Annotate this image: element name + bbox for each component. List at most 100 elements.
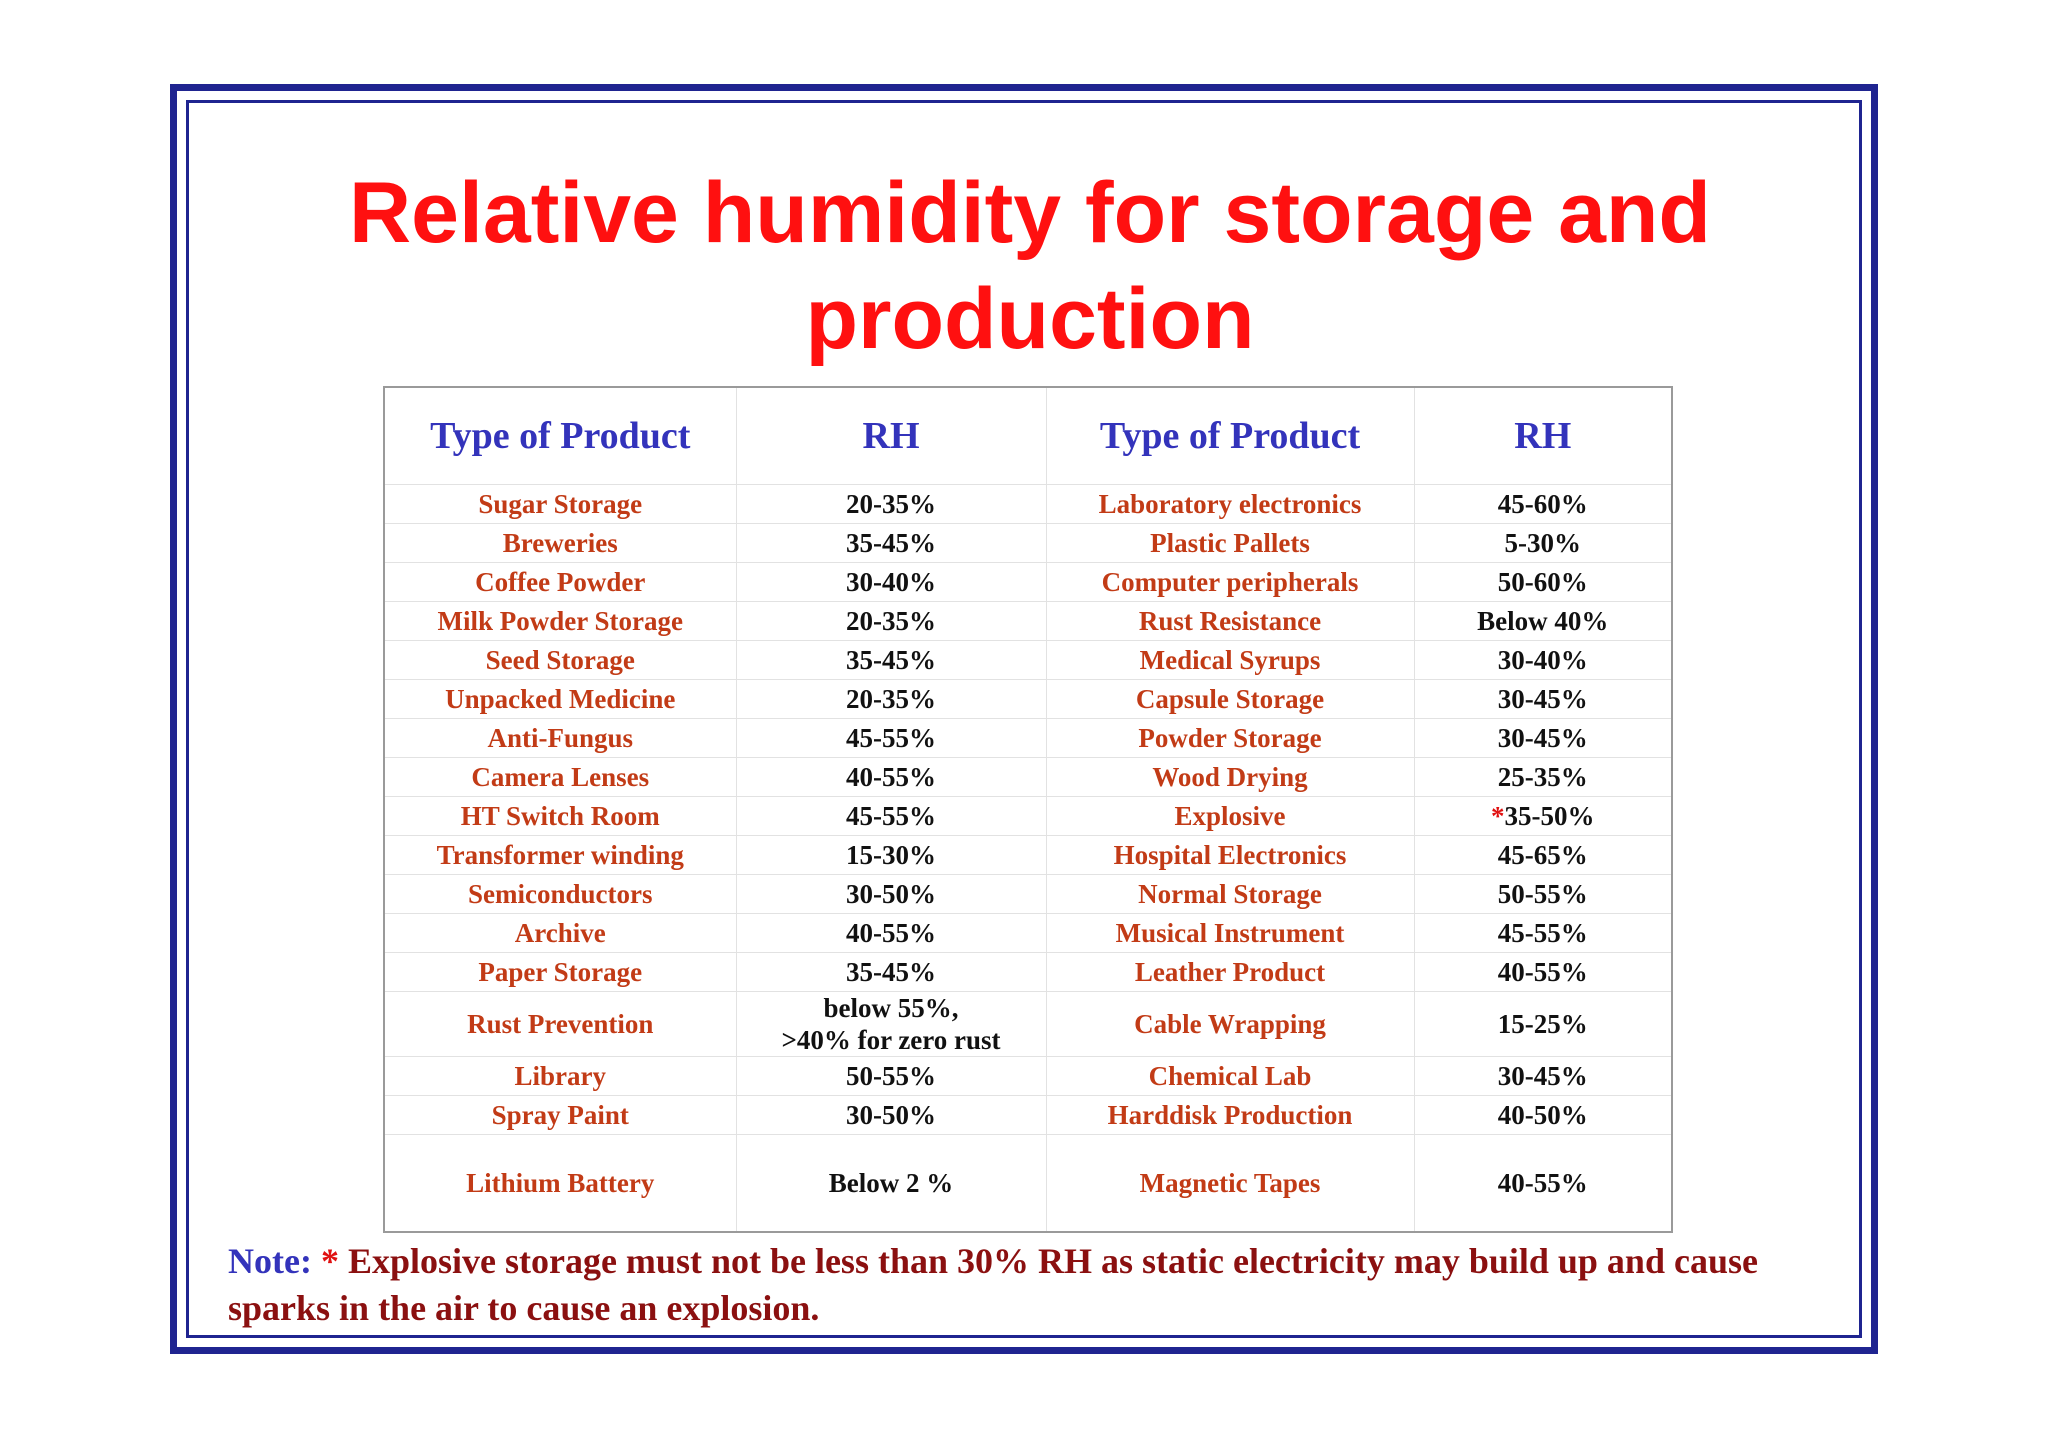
rh-right-value: 25-35% [1497,762,1588,792]
rh-right-value: 50-55% [1497,879,1588,909]
table-row: Spray Paint 30-50% Harddisk Production 4… [383,1095,1672,1135]
product-right: Plastic Pallets [1045,523,1414,563]
table-header-row: Type of Product RH Type of Product RH [383,387,1672,485]
rh-left: Below 2 % [735,1134,1046,1232]
product-right: Musical Instrument [1045,913,1414,953]
product-right: Laboratory electronics [1045,484,1414,524]
product-right: Normal Storage [1045,874,1414,914]
table-row: Unpacked Medicine 20-35% Capsule Storage… [383,679,1672,719]
rh-right: 50-60% [1413,562,1672,602]
product-right: Hospital Electronics [1045,835,1414,875]
rh-right: 45-55% [1413,913,1672,953]
rh-left: 40-55% [735,757,1046,797]
rh-left-line-1: below 55%, [823,993,959,1023]
header-rh-left: RH [735,387,1046,485]
product-right: Capsule Storage [1045,679,1414,719]
table-row: Sugar Storage 20-35% Laboratory electron… [383,484,1672,524]
product-left: Anti-Fungus [383,718,736,758]
rh-right-value: 30-45% [1497,723,1588,753]
rh-right-value: 50-60% [1497,567,1588,597]
rh-right: *35-50% [1413,796,1672,836]
product-right: Explosive [1045,796,1414,836]
product-right: Medical Syrups [1045,640,1414,680]
product-right: Leather Product [1045,952,1414,992]
rh-left: 20-35% [735,679,1046,719]
product-left: Paper Storage [383,952,736,992]
rh-right: 40-55% [1413,1134,1672,1232]
note-label: Note: [228,1241,312,1281]
table-row: HT Switch Room 45-55% Explosive *35-50% [383,796,1672,836]
rh-right-value: 40-55% [1497,957,1588,987]
rh-right-value: 15-25% [1497,1009,1588,1039]
rh-left: 20-35% [735,484,1046,524]
rh-right-value: 40-50% [1497,1100,1588,1130]
rh-right: 30-45% [1413,1056,1672,1096]
product-right: Harddisk Production [1045,1095,1414,1135]
product-right: Rust Resistance [1045,601,1414,641]
product-left: HT Switch Room [383,796,736,836]
table-row: Semiconductors 30-50% Normal Storage 50-… [383,874,1672,914]
product-left: Seed Storage [383,640,736,680]
rh-left: 35-45% [735,952,1046,992]
product-right: Chemical Lab [1045,1056,1414,1096]
rh-right: 45-60% [1413,484,1672,524]
rh-right-value: Below 40% [1477,606,1609,636]
rh-left-line-2: >40% for zero rust [781,1025,1001,1055]
table-row: Seed Storage 35-45% Medical Syrups 30-40… [383,640,1672,680]
table-row: Transformer winding 15-30% Hospital Elec… [383,835,1672,875]
product-left: Unpacked Medicine [383,679,736,719]
product-left: Rust Prevention [383,991,736,1057]
asterisk-mark: * [1491,801,1505,831]
table-row: Library 50-55% Chemical Lab 30-45% [383,1056,1672,1096]
rh-right-value: 5-30% [1504,528,1582,558]
rh-left: 30-50% [735,874,1046,914]
rh-left: 40-55% [735,913,1046,953]
rh-left: 30-40% [735,562,1046,602]
rh-left: 45-55% [735,796,1046,836]
product-left: Camera Lenses [383,757,736,797]
product-right: Wood Drying [1045,757,1414,797]
rh-right: 50-55% [1413,874,1672,914]
note-text: Explosive storage must not be less than … [228,1241,1758,1328]
rh-right: 40-55% [1413,952,1672,992]
rh-left: 15-30% [735,835,1046,875]
product-right: Magnetic Tapes [1045,1134,1414,1232]
product-left: Milk Powder Storage [383,601,736,641]
rh-right-value: 45-55% [1497,918,1588,948]
rh-right-value: 30-45% [1497,684,1588,714]
rh-right-value: 35-50% [1504,801,1595,831]
product-left: Breweries [383,523,736,563]
rh-right: 30-45% [1413,718,1672,758]
rh-left: 20-35% [735,601,1046,641]
inner-frame-border [186,100,1862,1338]
rh-right-value: 30-45% [1497,1061,1588,1091]
asterisk-mark: * [320,1241,339,1281]
rh-right: 5-30% [1413,523,1672,563]
header-product-left: Type of Product [383,387,736,485]
product-left: Library [383,1056,736,1096]
product-left: Transformer winding [383,835,736,875]
table-row: Camera Lenses 40-55% Wood Drying 25-35% [383,757,1672,797]
product-left: Spray Paint [383,1095,736,1135]
table-row: Archive 40-55% Musical Instrument 45-55% [383,913,1672,953]
footnote: Note: * Explosive storage must not be le… [228,1238,1828,1332]
product-left: Sugar Storage [383,484,736,524]
rh-left: 35-45% [735,523,1046,563]
rh-left: 30-50% [735,1095,1046,1135]
header-rh-right: RH [1413,387,1672,485]
rh-right: 30-45% [1413,679,1672,719]
product-left: Lithium Battery [383,1134,736,1232]
table-row: Milk Powder Storage 20-35% Rust Resistan… [383,601,1672,641]
rh-left: below 55%, >40% for zero rust [735,991,1046,1057]
rh-left: 45-55% [735,718,1046,758]
header-product-right: Type of Product [1045,387,1414,485]
table-row: Lithium Battery Below 2 % Magnetic Tapes… [383,1134,1672,1232]
rh-right: 25-35% [1413,757,1672,797]
humidity-table: Type of Product RH Type of Product RH Su… [383,386,1673,1233]
product-left: Semiconductors [383,874,736,914]
product-left: Archive [383,913,736,953]
rh-left: 35-45% [735,640,1046,680]
rh-right-value: 30-40% [1497,645,1588,675]
rh-right-value: 45-60% [1497,489,1588,519]
product-right: Cable Wrapping [1045,991,1414,1057]
